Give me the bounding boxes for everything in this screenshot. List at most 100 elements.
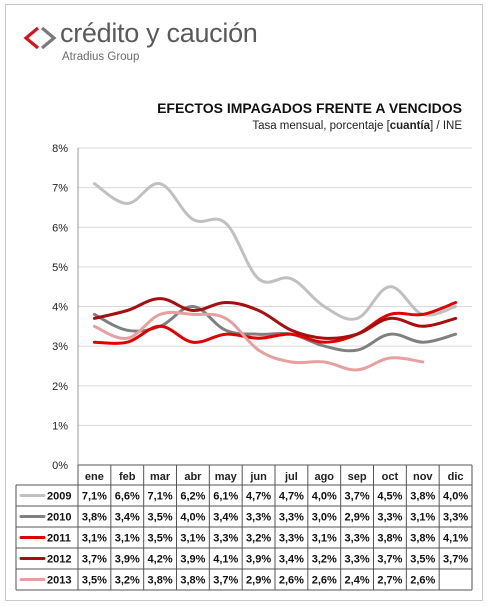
data-label: 3,3% bbox=[377, 512, 402, 524]
subtitle-emphasis: cuantía bbox=[389, 120, 431, 132]
data-label: 3,8% bbox=[180, 575, 205, 587]
data-label: 2,9% bbox=[345, 512, 370, 524]
x-tick-label: oct bbox=[382, 471, 399, 483]
data-label: 3,1% bbox=[82, 533, 107, 545]
data-label: 3,7% bbox=[377, 554, 402, 566]
y-tick-label: 1% bbox=[52, 420, 68, 432]
data-label: 3,2% bbox=[312, 554, 337, 566]
data-label: 3,1% bbox=[312, 533, 337, 545]
data-label: 2,4% bbox=[345, 575, 370, 587]
data-label: 4,2% bbox=[148, 554, 173, 566]
y-tick-label: 2% bbox=[52, 381, 68, 393]
data-label: 3,5% bbox=[148, 512, 173, 524]
data-label: 3,3% bbox=[443, 512, 468, 524]
series-line-2011 bbox=[92, 301, 458, 345]
subtitle-bracket-open: [ bbox=[386, 120, 390, 132]
legend-label-2010: 2010 bbox=[47, 512, 71, 524]
data-label: 3,3% bbox=[345, 533, 370, 545]
x-tick-label: jul bbox=[284, 471, 298, 483]
data-label: 3,1% bbox=[115, 533, 140, 545]
legend-label-2011: 2011 bbox=[47, 533, 71, 545]
data-label: 3,4% bbox=[279, 554, 304, 566]
series-line-2013 bbox=[92, 310, 425, 372]
data-label: 4,1% bbox=[443, 533, 468, 545]
series-line-2012 bbox=[92, 297, 458, 340]
x-tick-label: jun bbox=[249, 471, 267, 483]
data-label: 6,6% bbox=[115, 491, 140, 503]
data-label: 3,7% bbox=[82, 554, 107, 566]
data-label: 3,4% bbox=[115, 512, 140, 524]
data-label: 3,3% bbox=[213, 533, 238, 545]
data-label: 3,3% bbox=[345, 554, 370, 566]
data-label: 2,6% bbox=[279, 575, 304, 587]
data-label: 7,1% bbox=[148, 491, 173, 503]
y-tick-label: 5% bbox=[52, 262, 68, 274]
data-label: 3,8% bbox=[82, 512, 107, 524]
x-tick-label: abr bbox=[184, 471, 202, 483]
data-label: 3,8% bbox=[410, 491, 435, 503]
data-label: 3,9% bbox=[246, 554, 271, 566]
data-label: 2,7% bbox=[377, 575, 402, 587]
data-label: 4,1% bbox=[213, 554, 238, 566]
chart-title: EFECTOS IMPAGADOS FRENTE A VENCIDOS bbox=[157, 100, 462, 116]
data-label: 6,2% bbox=[180, 491, 205, 503]
data-label: 3,5% bbox=[148, 533, 173, 545]
subtitle-prefix: Tasa mensual, porcentaje bbox=[252, 120, 387, 132]
data-label: 3,0% bbox=[312, 512, 337, 524]
x-tick-label: ago bbox=[314, 471, 334, 483]
data-label: 3,3% bbox=[246, 512, 271, 524]
data-label: 3,7% bbox=[213, 575, 238, 587]
data-label: 3,3% bbox=[279, 512, 304, 524]
y-tick-label: 0% bbox=[52, 460, 68, 472]
data-label: 3,8% bbox=[410, 533, 435, 545]
data-label: 4,0% bbox=[312, 491, 337, 503]
data-label: 4,0% bbox=[443, 491, 468, 503]
x-tick-label: ene bbox=[85, 471, 104, 483]
brand-logo: crédito y caución Atradius Group bbox=[22, 18, 262, 68]
x-tick-label: sep bbox=[348, 471, 367, 483]
y-tick-label: 3% bbox=[52, 341, 68, 353]
data-label: 2,9% bbox=[246, 575, 271, 587]
data-label: 3,7% bbox=[443, 554, 468, 566]
data-label: 2,6% bbox=[410, 575, 435, 587]
x-tick-label: nov bbox=[413, 471, 433, 483]
data-label: 3,3% bbox=[279, 533, 304, 545]
y-tick-label: 4% bbox=[52, 302, 68, 314]
data-label: 4,5% bbox=[377, 491, 402, 503]
chart-frame bbox=[5, 4, 483, 601]
data-label: 4,0% bbox=[180, 512, 205, 524]
data-label: 3,7% bbox=[345, 491, 370, 503]
data-label: 3,1% bbox=[410, 512, 435, 524]
data-label: 3,2% bbox=[246, 533, 271, 545]
legend-label-2013: 2013 bbox=[47, 575, 71, 587]
brand-name: crédito y caución bbox=[60, 18, 258, 48]
data-table bbox=[15, 464, 473, 591]
data-label: 3,9% bbox=[115, 554, 140, 566]
legend-label-2012: 2012 bbox=[47, 554, 71, 566]
data-label: 6,1% bbox=[213, 491, 238, 503]
x-tick-label: feb bbox=[119, 471, 136, 483]
y-tick-label: 6% bbox=[52, 222, 68, 234]
data-label: 4,7% bbox=[246, 491, 271, 503]
logo-chevrons-icon bbox=[23, 26, 57, 50]
x-tick-label: dic bbox=[448, 471, 464, 483]
data-label: 3,1% bbox=[180, 533, 205, 545]
data-label: 4,7% bbox=[279, 491, 304, 503]
data-label: 7,1% bbox=[82, 491, 107, 503]
chart-subtitle: Tasa mensual, porcentaje [cuantía] / INE bbox=[252, 120, 462, 132]
y-tick-label: 7% bbox=[52, 183, 68, 195]
series-line-2009 bbox=[92, 182, 458, 321]
data-label: 3,8% bbox=[377, 533, 402, 545]
data-label: 3,8% bbox=[148, 575, 173, 587]
data-label: 3,5% bbox=[410, 554, 435, 566]
data-label: 3,9% bbox=[180, 554, 205, 566]
x-tick-label: mar bbox=[150, 471, 171, 483]
subtitle-bracket-close: ] bbox=[430, 120, 434, 132]
brand-group: Atradius Group bbox=[62, 51, 140, 63]
x-tick-label: may bbox=[215, 471, 238, 483]
data-label: 3,5% bbox=[82, 575, 107, 587]
data-label: 2,6% bbox=[312, 575, 337, 587]
data-label: 3,4% bbox=[213, 512, 238, 524]
legend-label-2009: 2009 bbox=[47, 491, 71, 503]
